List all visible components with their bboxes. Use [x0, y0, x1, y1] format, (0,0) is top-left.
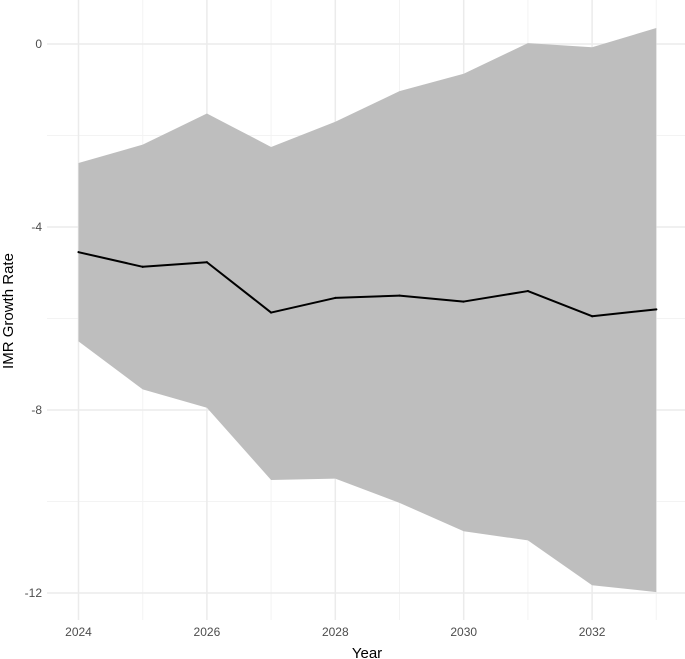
data-point: [398, 294, 401, 297]
x-tick-label: 2030: [450, 625, 477, 639]
data-point: [655, 308, 658, 311]
series-line-layer: [77, 251, 658, 318]
data-point: [526, 290, 529, 293]
y-tick-label: 0: [35, 37, 42, 51]
y-tick-label: -8: [31, 403, 42, 417]
x-tick-label: 2032: [579, 625, 606, 639]
data-point: [270, 311, 273, 314]
series-line-segment: [205, 261, 273, 314]
data-point: [334, 296, 337, 299]
confidence-band-layer: [78, 27, 657, 593]
x-axis-ticks: 2024 2026 2028 2030 2032: [65, 625, 606, 639]
x-tick-label: 2028: [322, 625, 349, 639]
series-line-segment: [334, 294, 401, 299]
y-tick-label: -4: [31, 220, 42, 234]
series-line-segment: [77, 251, 144, 268]
data-point: [462, 300, 465, 303]
series-line-segment: [526, 290, 594, 318]
series-line-segment: [462, 290, 529, 303]
x-axis-title: Year: [352, 645, 382, 659]
x-tick-label: 2024: [65, 625, 92, 639]
y-axis-ticks: 0 -4 -8 -12: [25, 37, 43, 600]
series-line-segment: [141, 261, 208, 268]
data-point: [77, 251, 80, 254]
series-line-segment: [270, 296, 337, 314]
data-point: [591, 315, 594, 318]
y-axis-title: IMR Growth Rate: [0, 253, 17, 369]
confidence-band: [78, 27, 657, 593]
series-line-segment: [591, 308, 658, 318]
series-line-segment: [398, 294, 465, 303]
y-tick-label: -12: [25, 586, 43, 600]
data-point: [141, 265, 144, 268]
data-point: [205, 261, 208, 264]
x-tick-label: 2026: [194, 625, 221, 639]
